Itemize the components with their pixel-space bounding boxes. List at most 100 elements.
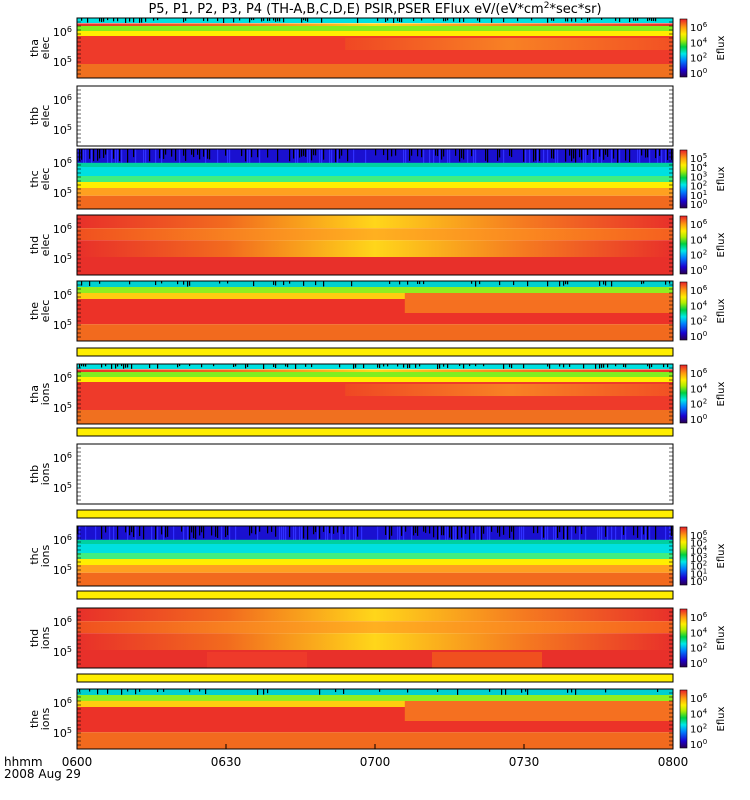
spectrum-band — [77, 18, 673, 23]
noise-streak — [251, 526, 253, 534]
colorbar-tick-label: 104 — [690, 382, 708, 395]
noise-streak — [165, 526, 167, 538]
noise-streak — [79, 526, 81, 540]
noise-streak — [527, 281, 529, 287]
noise-streak — [385, 18, 387, 23]
noise-streak — [135, 526, 137, 540]
noise-streak — [247, 149, 249, 163]
noise-streak — [619, 149, 621, 163]
noise-streak — [649, 149, 651, 163]
noise-streak — [405, 149, 407, 163]
noise-streak — [119, 149, 121, 162]
noise-streak — [615, 18, 617, 21]
noise-streak — [551, 149, 553, 159]
noise-streak — [107, 689, 109, 694]
noise-streak — [253, 18, 255, 21]
noise-streak — [641, 149, 643, 156]
panel-background — [77, 444, 673, 504]
noise-streak — [203, 18, 205, 21]
noise-streak — [287, 364, 289, 368]
spectrum-band — [77, 64, 673, 78]
noise-streak — [99, 149, 101, 159]
colorbar-tick-label: 102 — [690, 315, 707, 328]
noise-streak — [163, 149, 165, 159]
noise-streak — [477, 18, 479, 21]
noise-streak — [475, 364, 477, 367]
noise-streak — [645, 526, 647, 540]
noise-streak — [671, 149, 673, 160]
noise-streak — [559, 281, 561, 287]
noise-streak — [421, 18, 423, 21]
y-tick-label: 105 — [53, 563, 72, 577]
noise-streak — [641, 281, 643, 285]
noise-streak — [101, 364, 103, 368]
noise-streak — [309, 149, 311, 163]
noise-streak — [89, 281, 91, 287]
noise-streak — [259, 149, 261, 163]
spectrum-band — [432, 652, 542, 668]
noise-streak — [217, 18, 219, 22]
noise-streak — [397, 18, 399, 22]
noise-streak — [127, 364, 129, 368]
noise-streak — [567, 18, 569, 22]
noise-streak — [519, 526, 521, 540]
noise-streak — [463, 364, 465, 369]
noise-streak — [285, 526, 287, 540]
noise-streak — [355, 364, 357, 368]
noise-streak — [131, 526, 133, 533]
y-tick-label: 106 — [53, 533, 72, 547]
noise-streak — [79, 149, 81, 162]
noise-streak — [363, 364, 365, 369]
noise-streak — [503, 149, 505, 163]
noise-streak — [145, 18, 147, 22]
noise-streak — [491, 18, 493, 23]
noise-streak — [107, 149, 109, 163]
panel-probe-label: thc — [28, 547, 41, 564]
noise-streak — [655, 149, 657, 159]
noise-streak — [469, 364, 471, 367]
noise-streak — [483, 364, 485, 367]
noise-streak — [105, 526, 107, 533]
noise-streak — [575, 18, 577, 22]
colorbar-tick-label: 106 — [690, 529, 708, 542]
noise-streak — [611, 281, 613, 287]
noise-streak — [465, 526, 467, 534]
noise-streak — [509, 364, 511, 368]
noise-streak — [559, 364, 561, 367]
noise-streak — [241, 149, 243, 157]
noise-streak — [523, 364, 525, 369]
noise-streak — [413, 18, 415, 22]
colorbar-tick-label: 104 — [690, 544, 708, 557]
noise-streak — [357, 18, 359, 23]
noise-streak — [459, 364, 461, 367]
spectrum-band — [77, 287, 673, 293]
noise-streak — [189, 281, 191, 286]
spectrum-band — [77, 364, 673, 369]
colorbar-tick-label: 105 — [690, 537, 707, 550]
spectrum-band — [77, 369, 673, 374]
x-tick-label: 0800 — [658, 755, 689, 769]
noise-streak — [79, 364, 81, 368]
noise-streak — [473, 526, 475, 534]
y-tick-label: 105 — [53, 645, 72, 659]
colorbar-tick-label: 104 — [690, 233, 708, 246]
noise-streak — [601, 18, 603, 21]
noise-streak — [403, 364, 405, 368]
noise-streak — [205, 689, 207, 695]
noise-streak — [497, 526, 499, 533]
noise-streak — [423, 281, 425, 285]
y-tick-label: 106 — [53, 93, 72, 107]
noise-streak — [407, 364, 409, 369]
noise-streak — [547, 281, 549, 287]
noise-streak — [651, 364, 653, 368]
noise-streak — [625, 364, 627, 368]
separator-bar — [76, 509, 674, 519]
noise-streak — [499, 149, 501, 158]
noise-streak — [587, 149, 589, 155]
noise-streak — [353, 149, 355, 163]
noise-streak — [449, 526, 451, 538]
panel-probe-label: thd — [28, 236, 41, 254]
noise-streak — [647, 18, 649, 22]
